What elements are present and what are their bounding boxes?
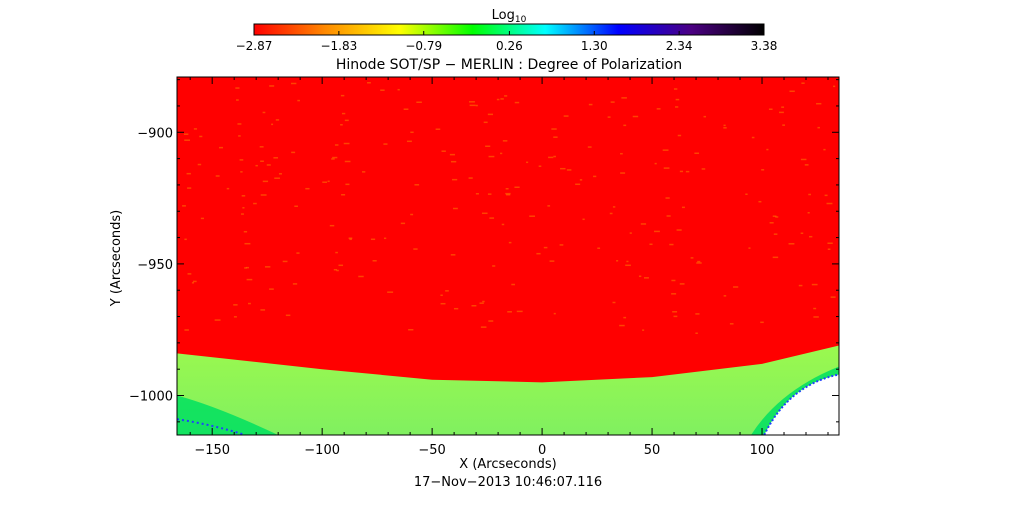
colorbar-tick-label: −0.79 [405,39,442,53]
colorbar-tick-label: 2.34 [666,39,693,53]
x-tick-label: −150 [194,443,230,458]
y-tick-label: −950 [137,258,173,273]
y-axis-label: Y (Arcseconds) [109,210,124,307]
y-tick-label: −900 [137,126,173,141]
x-tick-label: 50 [644,443,661,458]
x-tick-label: 0 [538,443,546,458]
off-limb-left-edge [177,418,246,435]
y-tick-label: −1000 [129,390,173,405]
x-tick-label: −100 [304,443,340,458]
no-data-region [764,374,839,435]
colorbar-label: Log10 [492,8,527,25]
disk-speckles [182,82,836,335]
no-data-edge [763,373,839,435]
x-tick-label: 100 [750,443,775,458]
timestamp: 17−Nov−2013 10:46:07.116 [414,475,602,490]
colorbar-tick-label: −2.87 [236,39,273,53]
x-tick-label: −50 [418,443,445,458]
plot-area [176,76,840,436]
disk-region [177,77,839,383]
colorbar-tick-label: 0.26 [496,39,523,53]
axes: −150 −100 −50 0 50 100 −900 −950 −1000 [129,77,839,458]
colorbar-tick-label: 3.38 [751,39,778,53]
off-limb-left [177,395,279,435]
colorbar-ticks: −2.87 −1.83 −0.79 0.26 1.30 2.34 3.38 [236,31,778,53]
plot-frame [176,76,840,436]
x-axis-label: X (Arcseconds) [459,457,556,472]
colorbar-tick-label: −1.83 [320,39,357,53]
colorbar-tick-label: 1.30 [581,39,608,53]
chart-title: Hinode SOT/SP − MERLIN : Degree of Polar… [336,57,682,73]
colorbar: Log10 −2.87 −1.83 −0.79 0.26 1.30 2.34 3.38 [236,8,778,53]
